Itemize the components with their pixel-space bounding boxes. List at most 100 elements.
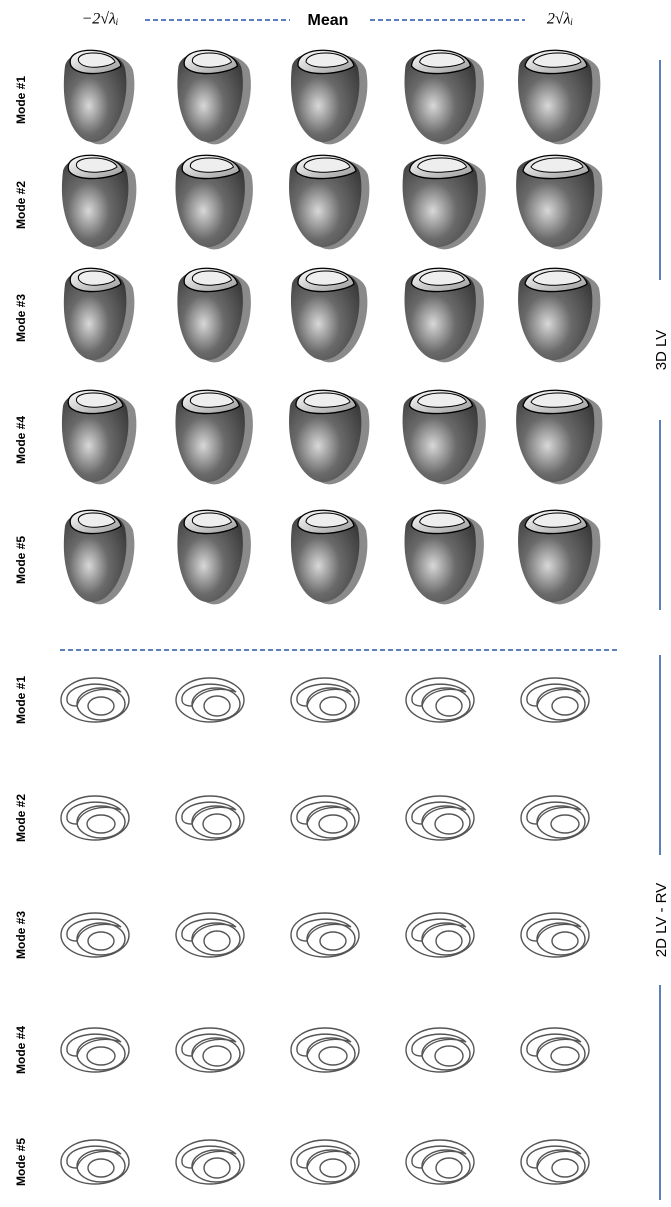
lv-rv-contour	[406, 1140, 474, 1184]
lv-surface	[403, 155, 486, 249]
rv-inner	[412, 802, 466, 824]
lv-endo	[319, 1047, 347, 1065]
lv-rv-contour	[291, 1028, 359, 1072]
section-label: 2D LV - RV	[653, 883, 670, 957]
lv-endo	[203, 814, 231, 834]
lv-epi	[192, 806, 240, 838]
mode-label: Mode #3	[14, 294, 28, 342]
lv-endo	[204, 1158, 230, 1178]
lv-surface	[64, 268, 135, 362]
lv-endo	[87, 1047, 115, 1065]
lv-endo	[435, 1046, 463, 1066]
section-label: 3D LV	[653, 330, 670, 371]
lv-rv-contour	[406, 678, 474, 722]
lv-endo	[552, 1159, 578, 1177]
lv-rv-contour	[521, 678, 589, 722]
rv-inner	[182, 919, 236, 941]
lv-surface	[175, 390, 252, 484]
lv-rv-contour	[521, 1140, 589, 1184]
mode-label: Mode #2	[14, 181, 28, 229]
lv-surface	[405, 50, 484, 144]
lv-surface	[518, 50, 600, 144]
lv-rv-contour	[61, 678, 129, 722]
lv-epi	[192, 1150, 240, 1182]
rv-inner	[297, 919, 351, 941]
rv-inner	[527, 684, 581, 706]
lv-rv-contour	[176, 1028, 244, 1072]
lv-surface	[175, 155, 252, 249]
lv-endo	[204, 696, 230, 716]
rv-inner	[67, 1034, 121, 1056]
lv-surface	[64, 510, 135, 604]
rv-inner	[412, 1034, 466, 1056]
mode-label: Mode #2	[14, 794, 28, 842]
rv-inner	[527, 919, 581, 941]
lv-endo	[320, 697, 346, 715]
lv-surface	[403, 390, 486, 484]
lv-rv-contour	[291, 796, 359, 840]
lv-surface	[516, 155, 602, 249]
rv-inner	[67, 802, 121, 824]
lv-endo	[436, 1158, 462, 1178]
lv-endo	[319, 815, 347, 833]
rv-inner	[182, 684, 236, 706]
mode-label: Mode #4	[14, 416, 28, 464]
mode-label: Mode #1	[14, 676, 28, 724]
lv-surface	[291, 510, 367, 604]
lv-endo	[551, 815, 579, 833]
mode-label: Mode #3	[14, 911, 28, 959]
lv-endo	[88, 697, 114, 715]
header-left: −2√λᵢ	[81, 11, 118, 28]
lv-surface	[405, 268, 484, 362]
lv-surface	[62, 390, 136, 484]
mode-label: Mode #5	[14, 1138, 28, 1186]
lv-rv-contour	[176, 678, 244, 722]
lv-surface	[516, 390, 602, 484]
lv-rv-contour	[406, 1028, 474, 1072]
rv-inner	[182, 1034, 236, 1056]
lv-rv-contour	[176, 1140, 244, 1184]
lv-surface	[289, 390, 369, 484]
rv-inner	[412, 919, 466, 941]
rv-inner	[297, 802, 351, 824]
lv-epi	[192, 1038, 240, 1070]
lv-rv-contour	[406, 913, 474, 957]
lv-rv-contour	[61, 796, 129, 840]
lv-surface	[518, 268, 600, 362]
rv-inner	[527, 802, 581, 824]
lv-endo	[552, 697, 578, 715]
rv-inner	[412, 684, 466, 706]
lv-surface	[177, 50, 250, 144]
rv-inner	[527, 1034, 581, 1056]
lv-rv-contour	[176, 913, 244, 957]
lv-rv-contour	[176, 796, 244, 840]
lv-rv-contour	[291, 678, 359, 722]
lv-endo	[88, 1159, 114, 1177]
lv-endo	[551, 1047, 579, 1065]
rv-inner	[182, 1146, 236, 1168]
page: −2√λᵢ Mean 2√λᵢ 3D LV 2D LV - RV Mode #1…	[0, 0, 671, 1207]
header-right: 2√λᵢ	[547, 11, 573, 28]
mode-label: Mode #5	[14, 536, 28, 584]
lv-rv-contour	[291, 913, 359, 957]
mode-label: Mode #1	[14, 76, 28, 124]
lv-endo	[436, 931, 462, 951]
rv-inner	[182, 802, 236, 824]
rv-inner	[297, 1146, 351, 1168]
header-center: Mean	[308, 12, 349, 29]
figure: −2√λᵢ Mean 2√λᵢ 3D LV 2D LV - RV Mode #1…	[0, 0, 671, 1207]
lv-rv-contour	[521, 1028, 589, 1072]
lv-surface	[62, 155, 136, 249]
lv-endo	[203, 1046, 231, 1066]
lv-rv-contour	[521, 913, 589, 957]
lv-surface	[405, 510, 484, 604]
lv-endo	[436, 696, 462, 716]
rv-inner	[297, 1034, 351, 1056]
lv-surface	[289, 155, 369, 249]
lv-epi	[192, 688, 240, 720]
rv-inner	[412, 1146, 466, 1168]
lv-surface	[177, 268, 250, 362]
rv-inner	[297, 684, 351, 706]
rv-inner	[527, 1146, 581, 1168]
lv-endo	[435, 814, 463, 834]
